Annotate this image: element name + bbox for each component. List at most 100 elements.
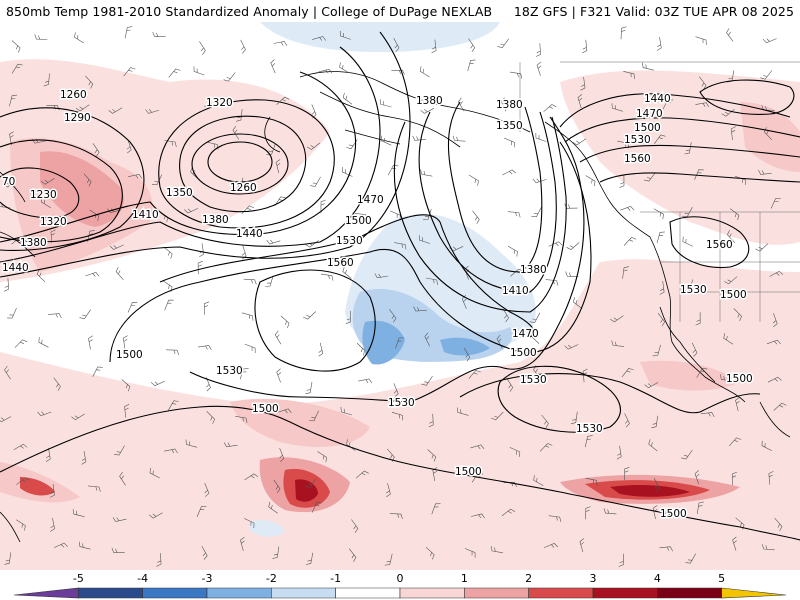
wind-barb [531, 206, 542, 218]
wind-barb [727, 230, 736, 244]
wind-barb [584, 435, 593, 448]
wind-barb [623, 237, 637, 246]
wind-barb [320, 199, 326, 213]
coastlines [0, 71, 791, 543]
contour-label: 1290 [64, 112, 91, 124]
wind-barb [164, 299, 174, 311]
wind-barb [422, 208, 432, 221]
wind-barb [126, 139, 132, 154]
wind-barb [424, 332, 430, 347]
wind-barb [88, 485, 101, 492]
wind-barb [420, 107, 435, 114]
contour-label: 1530 [388, 397, 415, 409]
wind-barb [657, 312, 666, 327]
contour-label: 1500 [455, 466, 482, 478]
wind-barb [236, 177, 244, 190]
wind-barb [467, 59, 476, 72]
contour-label: 1500 [720, 289, 747, 301]
contour-label: 1350 [496, 120, 523, 132]
wind-barb [413, 306, 427, 312]
wind-barb [724, 276, 738, 285]
colorbar-segment [721, 587, 787, 599]
wind-barb [618, 553, 624, 567]
wind-barb [121, 379, 131, 392]
contour-label: 1530 [680, 284, 707, 296]
wind-barb [109, 244, 124, 250]
wind-barb [36, 269, 46, 283]
wind-barb [351, 519, 359, 533]
wind-barb [203, 301, 210, 315]
wind-barb [199, 41, 206, 55]
political-boundaries [519, 61, 800, 322]
wind-barb [272, 546, 280, 559]
colorbar-segment [271, 587, 336, 599]
map-title: 850mb Temp 1981-2010 Standardized Anomal… [6, 4, 493, 19]
colorbar-segment [142, 587, 208, 599]
wind-barb [45, 448, 51, 462]
wind-barb [235, 416, 248, 423]
warm-anomaly-area [560, 70, 800, 245]
wind-barb [548, 515, 562, 522]
wind-barb [731, 471, 738, 486]
wind-barb [16, 477, 30, 486]
colorbar-scale [13, 587, 787, 599]
wind-barb [539, 443, 553, 452]
wind-barb [386, 483, 391, 498]
wind-barb [662, 99, 674, 110]
wind-barb [145, 109, 160, 114]
model-valid-time: 18Z GFS | F321 Valid: 03Z TUE APR 08 202… [513, 4, 794, 19]
wind-barb [111, 547, 125, 553]
wind-barb [472, 210, 480, 224]
wind-barb [393, 38, 400, 52]
wind-barb [164, 448, 178, 454]
wind-barb [342, 92, 353, 105]
wind-barb [425, 547, 435, 560]
wind-barb [509, 447, 521, 457]
temperature-anomaly-shading [0, 22, 800, 570]
contour-label: 1440 [2, 262, 29, 274]
wind-barb [767, 376, 782, 383]
contour-1500-south [0, 405, 800, 541]
colorbar-tick-label: 4 [653, 572, 661, 585]
contour-1500-southeast [459, 373, 761, 414]
wind-barb [123, 67, 136, 77]
wind-barb [124, 26, 133, 39]
colorbar-tick-label: 5 [718, 572, 726, 585]
wind-barb [468, 38, 476, 52]
wind-barb [684, 279, 694, 291]
wind-barb [732, 536, 737, 551]
coastline [0, 511, 21, 543]
wind-barb [318, 342, 324, 357]
contour-1440-west [0, 31, 411, 278]
wind-barb [345, 310, 351, 324]
wind-barb [9, 131, 14, 146]
wind-barb [244, 473, 259, 481]
contour-label: 1230 [30, 189, 57, 201]
wind-barb [394, 242, 407, 250]
wind-barb [729, 208, 740, 221]
wind-barb [458, 97, 465, 112]
wind-barb [572, 138, 587, 146]
wind-barb [277, 408, 292, 414]
contour-label: 1530 [624, 134, 651, 146]
wind-barb [275, 159, 281, 174]
wind-barb [428, 413, 434, 428]
wind-barb [151, 174, 163, 186]
contour-1260-low [207, 141, 273, 183]
wind-barb [620, 26, 627, 40]
wind-barb [374, 273, 389, 279]
wind-barb [50, 229, 56, 243]
coastline [0, 171, 26, 203]
wind-barb [696, 367, 708, 378]
wind-barb [75, 104, 90, 112]
wind-barb [533, 475, 544, 486]
wind-barb [770, 198, 781, 209]
wind-barb [92, 366, 103, 377]
contour-polar-1230 [0, 167, 80, 219]
wind-barb [79, 309, 91, 320]
boundary [679, 212, 761, 322]
wind-barb [50, 517, 55, 532]
wind-barb [265, 275, 274, 287]
wind-barb [43, 73, 50, 87]
contour-label: 1470 [636, 108, 663, 120]
